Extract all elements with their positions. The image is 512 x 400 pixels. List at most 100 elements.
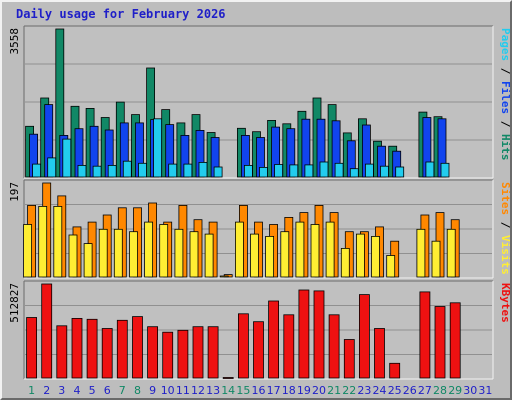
bar-kbytes-day-16 <box>253 321 264 379</box>
bar-pages-day-23 <box>364 163 374 178</box>
bar-pages-day-9 <box>153 118 163 178</box>
bar-pages-day-24 <box>380 165 389 178</box>
bar-kbytes-day-12 <box>192 326 204 379</box>
bar-kbytes-day-22 <box>343 339 355 379</box>
legend-entry: / <box>499 114 510 134</box>
legend-entry: KBytes <box>499 283 510 323</box>
bar-kbytes-day-14 <box>222 377 234 379</box>
bar-visits-day-5 <box>83 243 93 278</box>
x-tick-day-5: 5 <box>89 384 96 397</box>
bar-visits-day-9 <box>144 221 154 278</box>
bar-pages-day-16 <box>259 166 268 178</box>
bar-visits-day-24 <box>371 235 380 278</box>
bar-kbytes-day-21 <box>328 314 340 379</box>
bar-visits-day-8 <box>129 231 138 278</box>
bar-visits-day-11 <box>174 228 184 278</box>
legend-entry: Pages <box>499 28 510 61</box>
bar-visits-day-22 <box>340 247 350 278</box>
bar-kbytes-day-11 <box>177 329 189 379</box>
bar-pages-day-8 <box>138 162 147 178</box>
legend-entry: Hits <box>499 134 510 161</box>
bar-kbytes-day-9 <box>147 326 159 379</box>
legend-entry: Visits <box>499 235 510 275</box>
bar-pages-day-3 <box>62 138 72 178</box>
bar-pages-day-4 <box>77 164 87 178</box>
panel-sites-visits: 197 Sites / Visits <box>8 179 510 279</box>
bar-pages-day-25 <box>395 166 405 178</box>
bar-kbytes-day-19 <box>298 289 310 379</box>
bar-pages-day-11 <box>183 163 193 178</box>
bar-visits-day-4 <box>68 234 78 278</box>
legend-hits-files-pages: Pages / Files / Hits <box>499 28 510 161</box>
bar-kbytes-day-28 <box>434 306 446 379</box>
x-tick-day-10: 10 <box>161 384 175 397</box>
bar-pages-day-18 <box>289 164 299 178</box>
bar-visits-day-27 <box>416 228 426 278</box>
x-tick-day-31: 31 <box>478 384 492 397</box>
x-tick-day-16: 16 <box>252 384 266 397</box>
x-tick-day-18: 18 <box>282 384 296 397</box>
legend-entry: Files <box>499 81 510 114</box>
x-tick-day-28: 28 <box>433 384 447 397</box>
x-tick-day-14: 14 <box>221 384 235 397</box>
bar-visits-day-19 <box>295 221 305 278</box>
bar-pages-day-5 <box>92 165 102 178</box>
bar-pages-day-27 <box>425 161 435 178</box>
bar-kbytes-day-4 <box>71 317 83 379</box>
panel-hits-files-pages: 3558 Pages / Files / Hits <box>8 25 510 179</box>
bar-visits-day-20 <box>310 224 320 278</box>
bar-visits-day-17 <box>265 235 275 278</box>
bar-pages-day-17 <box>274 164 284 178</box>
chart-title: Daily usage for February 2026 <box>16 7 226 21</box>
bar-kbytes-day-25 <box>389 362 401 379</box>
bar-pages-day-15 <box>243 164 253 178</box>
bar-kbytes-day-1 <box>26 317 38 379</box>
bar-kbytes-day-15 <box>237 313 249 379</box>
bar-visits-day-6 <box>98 228 108 278</box>
x-tick-day-11: 11 <box>176 384 190 397</box>
x-tick-day-6: 6 <box>104 384 111 397</box>
bar-pages-day-2 <box>47 157 57 178</box>
x-tick-day-1: 1 <box>28 384 35 397</box>
bar-visits-day-28 <box>431 240 441 278</box>
bar-kbytes-day-13 <box>207 326 219 379</box>
bar-visits-day-23 <box>355 233 365 278</box>
x-tick-day-21: 21 <box>327 384 341 397</box>
legend-entry: / <box>499 215 510 235</box>
bar-visits-day-13 <box>204 233 214 278</box>
x-tick-day-2: 2 <box>43 384 50 397</box>
bar-visits-day-21 <box>325 221 335 278</box>
y-max-label: 197 <box>8 182 21 202</box>
x-tick-day-23: 23 <box>357 384 371 397</box>
x-axis-labels: 1 2 3 4 5 6 7 8 9 10 11 12 13 14 15 16 17 18 19 20 21 22 23 24 2… <box>28 384 492 397</box>
bar-pages-day-7 <box>122 160 132 178</box>
bar-pages-day-10 <box>168 163 178 178</box>
bar-visits-day-16 <box>250 233 259 278</box>
bar-kbytes-day-5 <box>86 318 98 379</box>
bar-visits-day-12 <box>189 231 199 278</box>
bar-kbytes-day-24 <box>374 328 385 379</box>
bar-kbytes-day-10 <box>162 331 174 379</box>
bar-kbytes-day-7 <box>116 319 128 379</box>
bar-visits-day-29 <box>446 228 456 278</box>
x-tick-day-19: 19 <box>297 384 311 397</box>
x-tick-day-15: 15 <box>236 384 250 397</box>
bar-visits-day-7 <box>113 228 123 278</box>
x-tick-day-24: 24 <box>373 384 387 397</box>
x-tick-day-22: 22 <box>342 384 356 397</box>
x-tick-day-7: 7 <box>119 384 126 397</box>
bar-kbytes-day-6 <box>101 328 113 379</box>
bar-visits-day-15 <box>234 221 244 278</box>
panel-kbytes: 512827 KBytes <box>8 280 510 380</box>
bar-visits-day-2 <box>38 205 48 278</box>
bar-pages-day-1 <box>32 163 42 178</box>
bar-visits-day-18 <box>280 231 290 278</box>
bar-pages-day-22 <box>349 168 359 178</box>
bar-kbytes-day-8 <box>132 316 143 379</box>
chart-panels: 3558 Pages / Files / Hits 197 Sites / Visit… <box>8 25 510 380</box>
bar-kbytes-day-18 <box>283 314 295 379</box>
bar-kbytes-day-17 <box>268 300 280 379</box>
bar-kbytes-day-27 <box>419 291 431 379</box>
